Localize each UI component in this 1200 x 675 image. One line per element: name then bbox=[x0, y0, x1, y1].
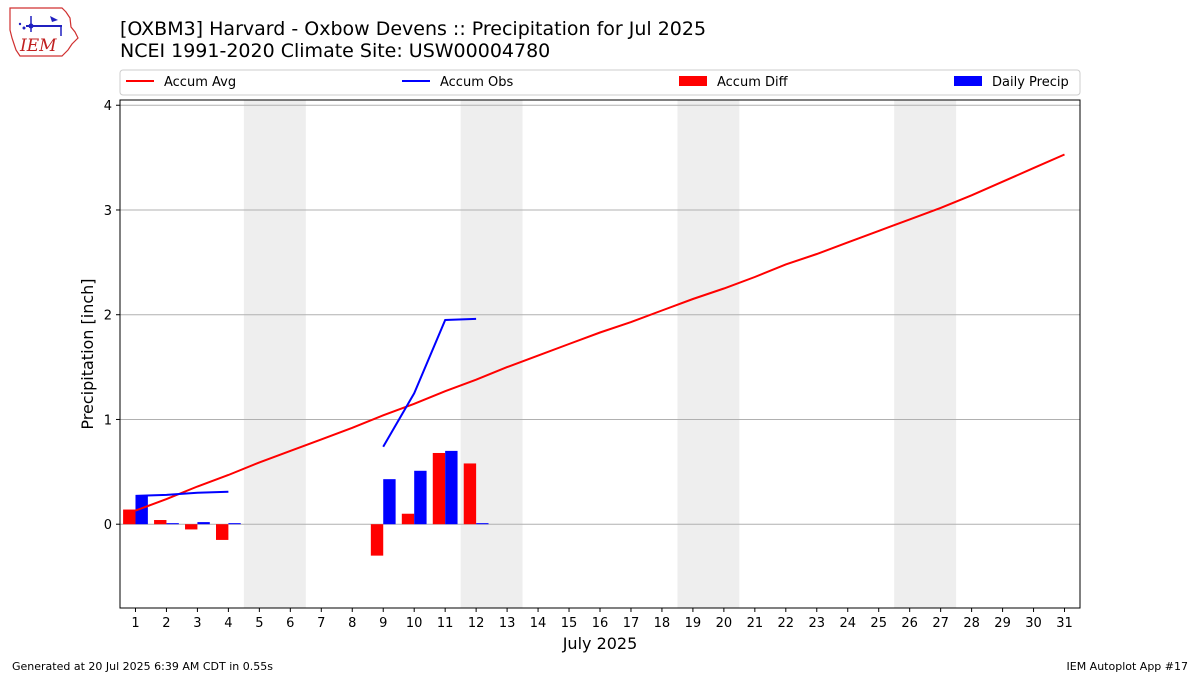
x-tick-label: 29 bbox=[994, 616, 1011, 631]
accum-diff-bar bbox=[370, 524, 384, 556]
x-tick-label: 11 bbox=[437, 616, 454, 631]
legend-swatch-accum-diff bbox=[679, 76, 707, 86]
x-tick-label: 4 bbox=[224, 616, 232, 631]
x-tick-label: 6 bbox=[286, 616, 294, 631]
y-tick-label: 3 bbox=[104, 204, 112, 219]
bar-series bbox=[123, 450, 489, 556]
y-gridlines bbox=[120, 104, 1080, 525]
x-tick-label: 3 bbox=[193, 616, 201, 631]
x-tick-label: 12 bbox=[468, 616, 485, 631]
x-tick-label: 31 bbox=[1056, 616, 1073, 631]
x-tick-label: 18 bbox=[654, 616, 671, 631]
x-tick-label: 17 bbox=[623, 616, 640, 631]
weekend-band bbox=[894, 100, 957, 608]
weekend-bands bbox=[243, 100, 957, 608]
y-tick-label: 2 bbox=[104, 309, 112, 324]
daily-precip-bar bbox=[476, 523, 489, 525]
x-tick-label: 20 bbox=[716, 616, 733, 631]
x-tick-label: 25 bbox=[870, 616, 887, 631]
x-tick-label: 15 bbox=[561, 616, 578, 631]
y-axis-label: Precipitation [inch] bbox=[78, 278, 97, 429]
accum-diff-bar bbox=[432, 452, 446, 525]
x-tick-label: 26 bbox=[901, 616, 918, 631]
x-tick-label: 22 bbox=[778, 616, 795, 631]
accum-diff-bar bbox=[463, 463, 477, 525]
x-tick-label: 24 bbox=[839, 616, 856, 631]
accum-avg-line bbox=[135, 153, 1065, 512]
chart-title: [OXBM3] Harvard - Oxbow Devens :: Precip… bbox=[120, 18, 706, 40]
y-tick-label: 1 bbox=[104, 413, 112, 428]
legend-label-accum-obs: Accum Obs bbox=[440, 75, 513, 90]
x-tick-label: 19 bbox=[685, 616, 702, 631]
legend-label-daily-precip: Daily Precip bbox=[992, 75, 1069, 90]
line-series bbox=[135, 153, 1065, 512]
footer-generated: Generated at 20 Jul 2025 6:39 AM CDT in … bbox=[12, 660, 273, 673]
legend: Accum Avg Accum Obs Accum Diff Daily Pre… bbox=[119, 69, 1081, 96]
daily-precip-bar bbox=[228, 523, 241, 525]
legend-box bbox=[119, 69, 1081, 96]
weekend-band bbox=[677, 100, 740, 608]
x-tick-label: 30 bbox=[1025, 616, 1042, 631]
accum-diff-bar bbox=[216, 524, 229, 540]
daily-precip-bar bbox=[166, 523, 179, 525]
x-tick-label: 8 bbox=[348, 616, 356, 631]
footer-app: IEM Autoplot App #17 bbox=[1067, 660, 1189, 673]
y-tick-label: 4 bbox=[104, 99, 112, 114]
daily-precip-bar bbox=[197, 522, 210, 525]
x-tick-label: 14 bbox=[530, 616, 547, 631]
accum-diff-bar bbox=[123, 509, 136, 525]
accum-diff-bar bbox=[185, 524, 198, 530]
daily-precip-bar bbox=[445, 450, 458, 525]
x-tick-label: 1 bbox=[131, 616, 139, 631]
y-axis-ticks: 0 1 2 3 4 bbox=[104, 99, 120, 533]
daily-precip-bar bbox=[414, 470, 427, 525]
weather-station-icon bbox=[18, 16, 62, 36]
x-tick-label: 28 bbox=[963, 616, 980, 631]
accum-obs-line bbox=[135, 490, 229, 497]
legend-label-accum-avg: Accum Avg bbox=[164, 75, 236, 90]
iem-logo: IEM bbox=[9, 7, 79, 57]
x-axis-ticks: 1 2 3 4 5 6 7 8 9 10 11 12 13 14 15 16 17 18 19 20 21 22 23 24 2… bbox=[131, 608, 1073, 631]
x-tick-label: 23 bbox=[809, 616, 826, 631]
accum-obs-line bbox=[382, 317, 477, 448]
logo-text: IEM bbox=[19, 36, 57, 56]
x-axis-label: July 2025 bbox=[562, 634, 638, 653]
legend-label-accum-diff: Accum Diff bbox=[717, 75, 789, 90]
chart-subtitle: NCEI 1991-2020 Climate Site: USW00004780 bbox=[120, 40, 550, 62]
x-tick-label: 21 bbox=[747, 616, 764, 631]
x-tick-label: 7 bbox=[317, 616, 325, 631]
x-tick-label: 27 bbox=[932, 616, 949, 631]
daily-precip-bar bbox=[383, 479, 396, 525]
daily-precip-bar bbox=[135, 495, 148, 525]
x-tick-label: 16 bbox=[592, 616, 609, 631]
weekend-band bbox=[460, 100, 523, 608]
iowa-outline-icon bbox=[9, 7, 79, 57]
weekend-band bbox=[243, 100, 306, 608]
x-tick-label: 9 bbox=[379, 616, 387, 631]
x-tick-label: 10 bbox=[406, 616, 423, 631]
x-tick-label: 2 bbox=[162, 616, 170, 631]
legend-swatch-daily-precip bbox=[954, 76, 982, 86]
y-tick-label: 0 bbox=[104, 518, 112, 533]
x-tick-label: 13 bbox=[499, 616, 516, 631]
accum-diff-bar bbox=[154, 520, 167, 525]
x-tick-label: 5 bbox=[255, 616, 263, 631]
accum-diff-bar bbox=[401, 513, 415, 525]
